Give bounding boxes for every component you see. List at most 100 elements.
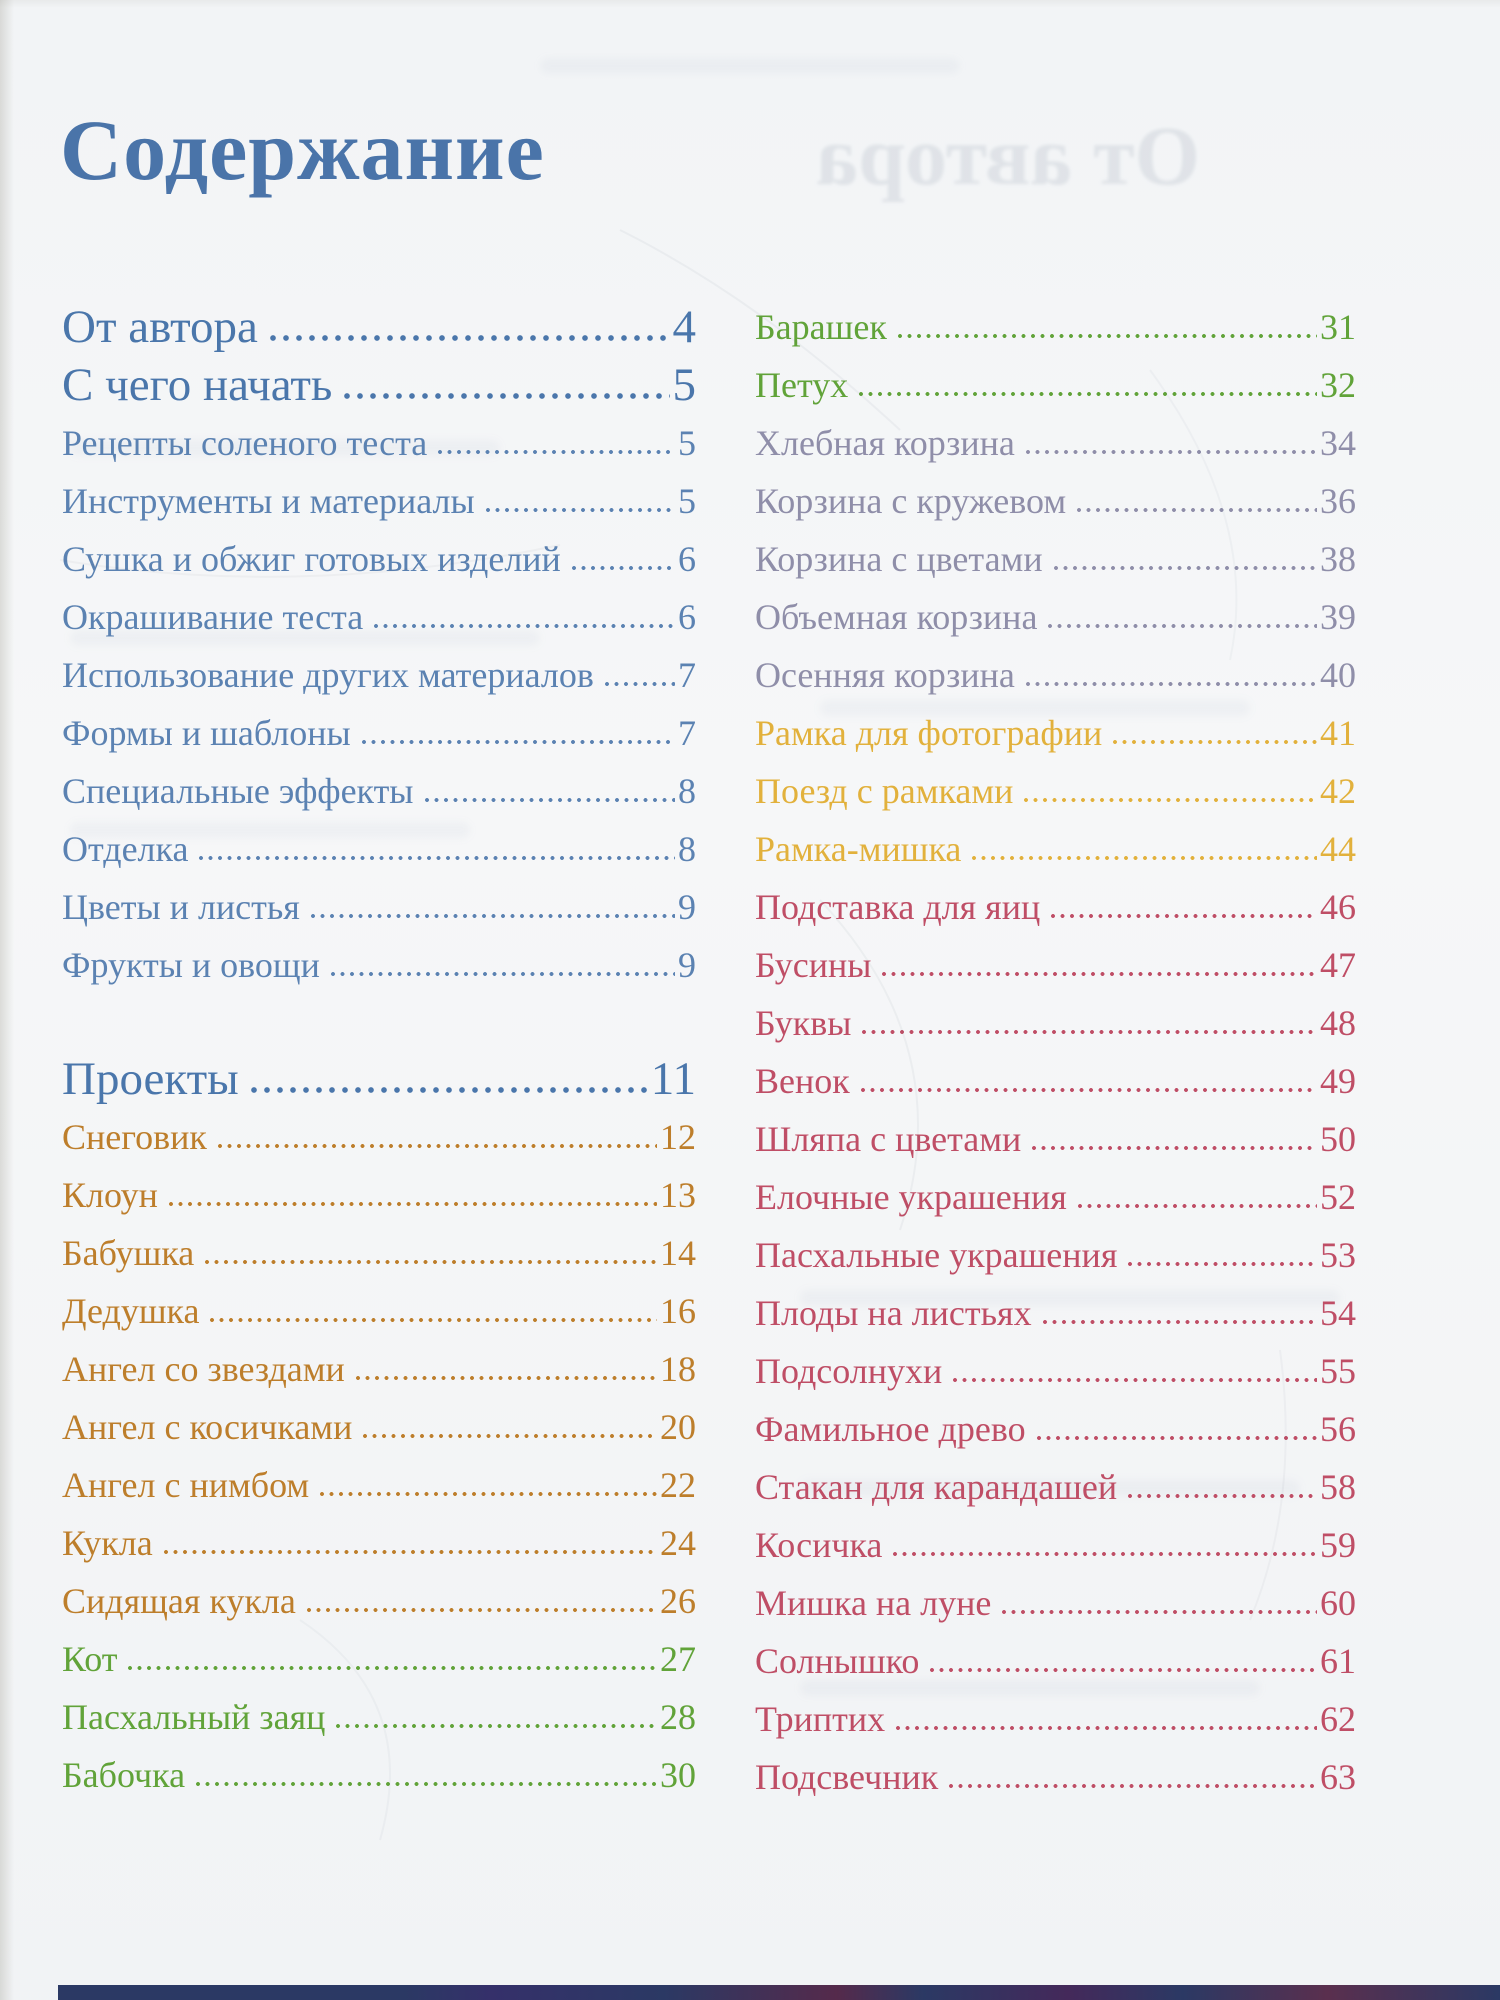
toc-entry-page: 32 <box>1320 365 1356 405</box>
toc-entry-label: Корзина с цветами <box>755 539 1043 579</box>
toc-entry-label: Рецепты соленого теста <box>62 423 428 463</box>
toc-entry: Хлебная корзина 34 <box>755 414 1356 472</box>
dotted-leader <box>194 1781 657 1787</box>
toc-entry-label: Хлебная корзина <box>755 423 1015 463</box>
toc-entry: Ангел с косичками 20 <box>62 1398 696 1456</box>
toc-entry-page: 50 <box>1320 1119 1356 1159</box>
toc-entry-page: 42 <box>1320 771 1356 811</box>
toc-entry: Рамка для фотографии 41 <box>755 704 1356 762</box>
toc-entry-page: 11 <box>650 1053 696 1105</box>
dotted-leader <box>894 1725 1317 1731</box>
toc-entry-page: 49 <box>1320 1061 1356 1101</box>
toc-entry-label: Клоун <box>62 1175 158 1215</box>
toc-entry-page: 5 <box>672 359 697 411</box>
toc-entry-page: 40 <box>1320 655 1356 695</box>
toc-entry-page: 26 <box>660 1581 696 1621</box>
dotted-leader <box>1051 565 1317 571</box>
toc-entry-page: 30 <box>660 1755 696 1795</box>
toc-entry-page: 31 <box>1320 307 1356 347</box>
toc-entry-label: Сушка и обжиг готовых изделий <box>62 539 561 579</box>
toc-entry-page: 20 <box>660 1407 696 1447</box>
toc-entry-page: 38 <box>1320 539 1356 579</box>
dotted-leader <box>483 507 675 513</box>
toc-entry-label: Формы и шаблоны <box>62 713 351 753</box>
toc-entry: Бабочка 30 <box>62 1746 696 1804</box>
scan-bottom-edge <box>58 1985 1500 2000</box>
toc-entry-page: 22 <box>660 1465 696 1505</box>
toc-entry-page: 7 <box>678 713 696 753</box>
toc-entry-label: Снеговик <box>62 1117 207 1157</box>
dotted-leader <box>361 1433 657 1439</box>
toc-entry-label: Кукла <box>62 1523 153 1563</box>
toc-entry: Формы и шаблоны 7 <box>62 704 696 762</box>
toc-entry: Корзина с кружевом 36 <box>755 472 1356 530</box>
toc-entry: Пасхальные украшения 53 <box>755 1226 1356 1284</box>
toc-entry-page: 16 <box>660 1291 696 1331</box>
toc-entry: Использование других материалов 7 <box>62 646 696 704</box>
toc-entry-page: 48 <box>1320 1003 1356 1043</box>
toc-entry-page: 53 <box>1320 1235 1356 1275</box>
reverse-page-bleed-through: От автора <box>816 110 1200 203</box>
toc-entry-page: 39 <box>1320 597 1356 637</box>
toc-entry-page: 56 <box>1320 1409 1356 1449</box>
dotted-leader <box>1046 623 1317 629</box>
toc-entry: Рамка-мишка 44 <box>755 820 1356 878</box>
toc-entry-label: Сидящая кукла <box>62 1581 296 1621</box>
toc-entry-label: Елочные украшения <box>755 1177 1067 1217</box>
toc-entry-label: Петух <box>755 365 849 405</box>
toc-entry: Бабушка 14 <box>62 1224 696 1282</box>
toc-entry-page: 4 <box>672 301 697 353</box>
dotted-leader <box>166 1201 657 1207</box>
dotted-leader <box>1000 1609 1317 1615</box>
toc-entry-label: Пасхальный заяц <box>62 1697 326 1737</box>
toc-entry-label: Стакан для карандашей <box>755 1467 1118 1507</box>
toc-entry-page: 9 <box>678 945 696 985</box>
dotted-leader <box>569 565 675 571</box>
toc-entry-label: Рамка-мишка <box>755 829 962 869</box>
toc-entry: Поезд с рамками 42 <box>755 762 1356 820</box>
toc-entry-label: Объемная корзина <box>755 597 1038 637</box>
toc-entry: Подставка для яиц 46 <box>755 878 1356 936</box>
toc-entry-label: Ангел со звездами <box>62 1349 345 1389</box>
toc-entry-label: Бусины <box>755 945 872 985</box>
dotted-leader <box>895 333 1317 339</box>
toc-entry-label: Подсолнухи <box>755 1351 943 1391</box>
toc-entry: Стакан для карандашей 58 <box>755 1458 1356 1516</box>
toc-entry-page: 52 <box>1320 1177 1356 1217</box>
dotted-leader <box>308 913 675 919</box>
toc-entry-page: 58 <box>1320 1467 1356 1507</box>
toc-entry: Триптих 62 <box>755 1690 1356 1748</box>
toc-entry: Буквы 48 <box>755 994 1356 1052</box>
toc-entry-label: Кот <box>62 1639 118 1679</box>
toc-entry-page: 59 <box>1320 1525 1356 1565</box>
dotted-leader <box>1049 913 1317 919</box>
toc-entry: Осенняя корзина 40 <box>755 646 1356 704</box>
dotted-leader <box>1075 1203 1317 1209</box>
toc-entry: Ангел с нимбом 22 <box>62 1456 696 1514</box>
toc-entry: Венок 49 <box>755 1052 1356 1110</box>
toc-entry-label: Косичка <box>755 1525 883 1565</box>
toc-entry-page: 18 <box>660 1349 696 1389</box>
dotted-leader <box>928 1667 1317 1673</box>
toc-entry: Цветы и листья 9 <box>62 878 696 936</box>
dotted-leader <box>1023 449 1317 455</box>
dotted-leader <box>1075 507 1317 513</box>
toc-entry: Мишка на луне 60 <box>755 1574 1356 1632</box>
dotted-leader <box>858 1087 1317 1093</box>
toc-entry: Шляпа с цветами 50 <box>755 1110 1356 1168</box>
toc-entry: Корзина с цветами 38 <box>755 530 1356 588</box>
toc-entry-label: Буквы <box>755 1003 852 1043</box>
toc-entry-page: 27 <box>660 1639 696 1679</box>
toc-entry-label: Фрукты и овощи <box>62 945 320 985</box>
toc-entry-page: 41 <box>1320 713 1356 753</box>
dotted-leader <box>247 1086 648 1094</box>
toc-entry-label: От автора <box>62 301 258 353</box>
toc-entry: Бусины 47 <box>755 936 1356 994</box>
toc-entry: Солнышко 61 <box>755 1632 1356 1690</box>
toc-entry: Ангел со звездами 18 <box>62 1340 696 1398</box>
dotted-leader <box>334 1723 657 1729</box>
dotted-leader <box>197 855 675 861</box>
toc-entry-label: Поезд с рамками <box>755 771 1014 811</box>
toc-entry-page: 8 <box>678 829 696 869</box>
toc-entry: Елочные украшения 52 <box>755 1168 1356 1226</box>
